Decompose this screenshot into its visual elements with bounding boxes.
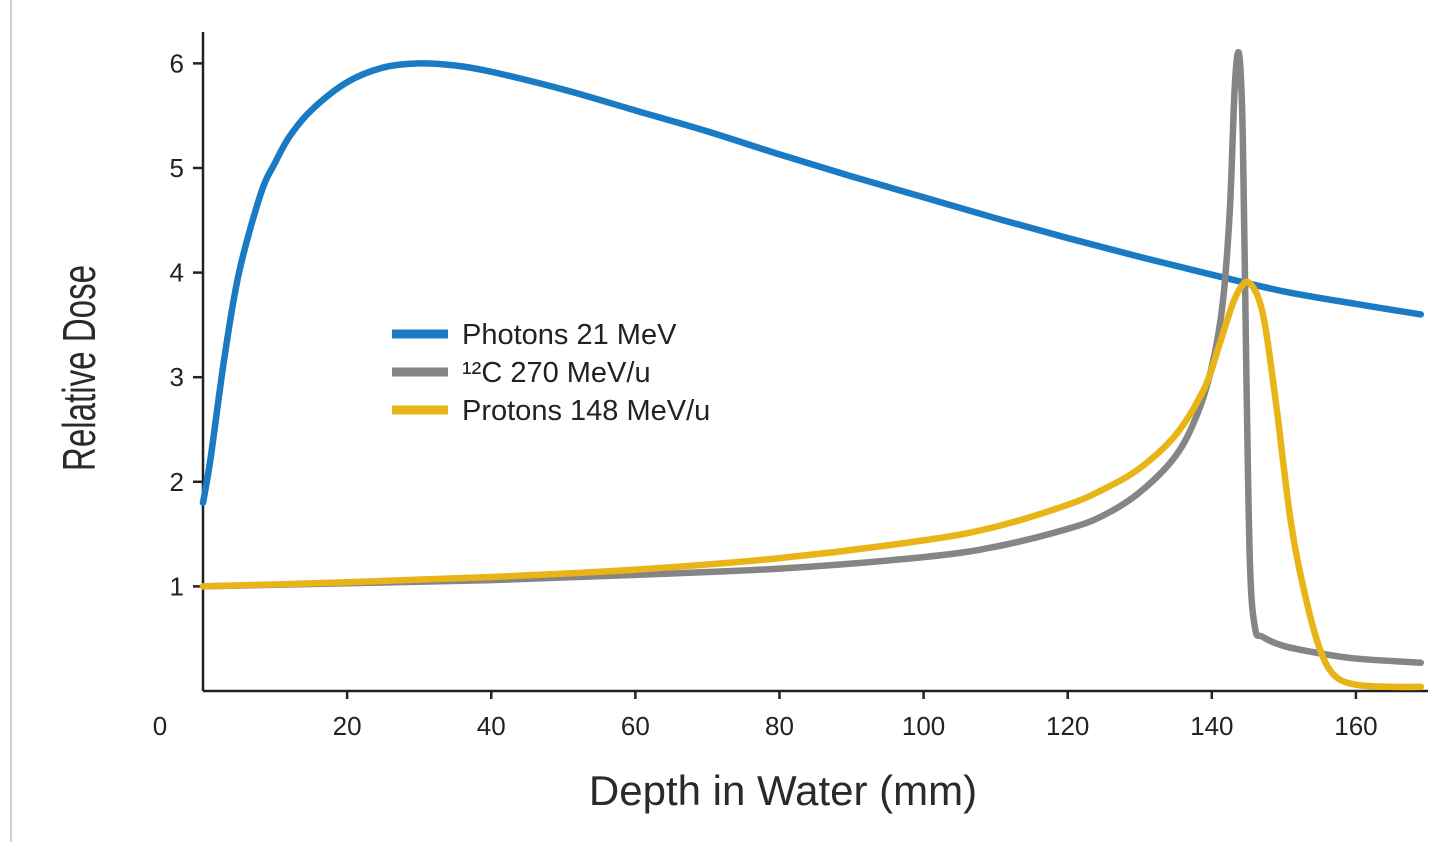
legend-label-3: Protons 148 MeV/u [462,395,710,427]
legend-label-1: Photons 21 MeV [462,319,677,351]
x-tick-label: 140 [1190,711,1233,741]
x-tick-label: 160 [1334,711,1377,741]
x-tick-label: 60 [621,711,650,741]
y-tick-label: 1 [170,571,184,601]
image-border-rule [10,0,12,842]
x-axis-title: Depth in Water (mm) [589,767,977,814]
y-tick-label: 5 [170,153,184,183]
series-line-2 [199,49,1425,667]
x-tick-label: 40 [477,711,506,741]
legend: Photons 21 MeV ¹²C 270 MeV/u Protons 148 M… [392,319,710,427]
x-tick-label: 20 [333,711,362,741]
series-line-3 [199,278,1425,691]
x-tick-label: 0 [153,711,167,741]
y-tick-label: 3 [170,362,184,392]
x-tick-label: 100 [902,711,945,741]
y-tick-label: 4 [170,258,184,288]
series-line-1 [199,60,1425,506]
legend-label-2: ¹²C 270 MeV/u [462,357,651,389]
series-lines [199,49,1425,691]
x-tick-label: 120 [1046,711,1089,741]
x-tick-label: 80 [765,711,794,741]
y-axis-title: Relative Dose [55,265,105,471]
y-tick-label: 6 [170,48,184,78]
axes [201,32,1428,693]
y-tick-label: 2 [170,467,184,497]
